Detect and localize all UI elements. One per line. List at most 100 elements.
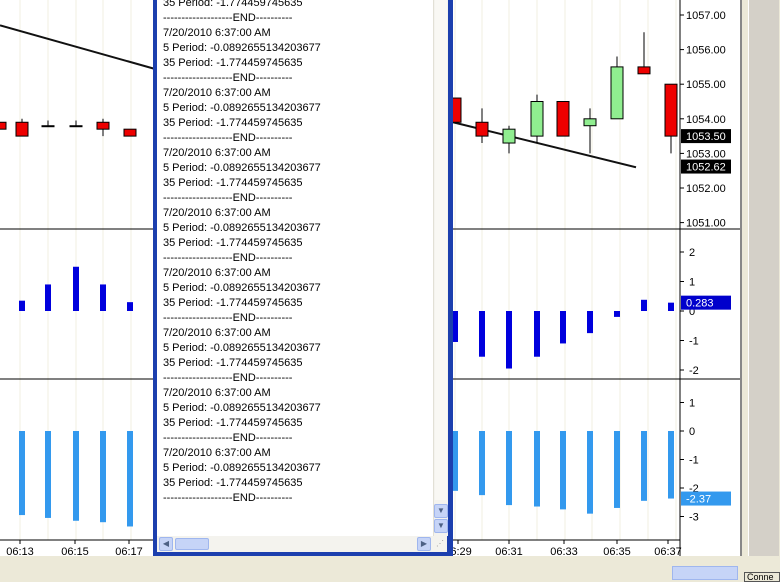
output-log-line: 7/20/2010 6:37:00 AM — [163, 267, 271, 279]
output-log-line: 7/20/2010 6:37:00 AM — [163, 27, 271, 39]
indicator2-bar[interactable] — [641, 431, 647, 501]
vertical-scrollbar[interactable]: ▼ ▼ — [433, 0, 448, 536]
scroll-down-arrow-icon[interactable]: ▼ — [434, 519, 448, 533]
indicator1-bar[interactable] — [668, 302, 674, 311]
scroll-left-arrow-icon[interactable]: ◀ — [159, 537, 173, 551]
output-log-line: 5 Period: -0.0892655134203677 — [163, 162, 321, 174]
connection-status-tab[interactable]: Conne — [744, 572, 780, 582]
output-log-line: 35 Period: -1.774459745635 — [163, 117, 303, 129]
second-price-label: 1052.62 — [686, 162, 726, 174]
output-log-line: 7/20/2010 6:37:00 AM — [163, 207, 271, 219]
time-axis-tick-label: 06:35 — [603, 546, 631, 558]
indicator2-bar[interactable] — [614, 431, 620, 508]
candle-up[interactable] — [41, 125, 55, 128]
price-axis-tick-label: 1052.00 — [686, 183, 726, 195]
indicator1-bar[interactable] — [506, 311, 512, 369]
indicator2-value-label: -2.37 — [686, 494, 711, 506]
indicator1-bar[interactable] — [73, 266, 79, 311]
candle-down[interactable] — [96, 121, 110, 130]
indicator1-bar[interactable] — [614, 311, 620, 317]
output-log-line: 35 Period: -1.774459745635 — [163, 297, 303, 309]
vertical-scroll-thumb[interactable] — [435, 0, 447, 500]
output-log-line: -------------------END---------- — [163, 312, 293, 324]
output-log-line: -------------------END---------- — [163, 132, 293, 144]
scroll-right-arrow-icon[interactable]: ▶ — [417, 537, 431, 551]
candle-down[interactable] — [0, 121, 7, 130]
indicator2-bar[interactable] — [587, 431, 593, 514]
output-log-line: 7/20/2010 6:37:00 AM — [163, 87, 271, 99]
price-axis-tick-label: 1054.00 — [686, 114, 726, 126]
indicator1-bar[interactable] — [127, 302, 133, 311]
horizontal-scroll-thumb[interactable] — [175, 538, 209, 550]
second-price-label-bg — [681, 159, 731, 174]
indicator1-bar[interactable] — [19, 300, 25, 311]
output-log-line: 35 Period: -1.774459745635 — [163, 237, 303, 249]
output-log-line: -------------------END---------- — [163, 492, 293, 504]
indicator2-bar[interactable] — [127, 431, 133, 527]
candle-up[interactable] — [502, 128, 516, 144]
indicator1-bar[interactable] — [587, 311, 593, 334]
indicator2-bar[interactable] — [506, 431, 512, 506]
indicator1-value-label-bg — [681, 295, 731, 310]
trendline[interactable] — [0, 24, 161, 72]
price-axis-tick-label: 1051.00 — [686, 218, 726, 230]
output-log-line: 7/20/2010 6:37:00 AM — [163, 447, 271, 459]
scroll-down-arrow-icon[interactable]: ▼ — [434, 504, 448, 518]
candle-down[interactable] — [637, 66, 651, 75]
output-log-line: 5 Period: -0.0892655134203677 — [163, 102, 321, 114]
indicator1-bar[interactable] — [100, 284, 106, 311]
indicator1-bar[interactable] — [479, 311, 485, 357]
output-text-area[interactable]: 35 Period: -1.774459745635 --------------… — [157, 0, 448, 552]
indicator2-bar[interactable] — [100, 431, 106, 523]
output-log-line: 5 Period: -0.0892655134203677 — [163, 462, 321, 474]
output-log-line: 35 Period: -1.774459745635 — [163, 177, 303, 189]
indicator1-bar[interactable] — [560, 311, 566, 344]
indicator1-bar[interactable] — [452, 311, 458, 342]
bottom-scrollbar[interactable] — [672, 566, 738, 580]
output-log-line: 35 Period: -1.774459745635 — [163, 57, 303, 69]
candle-down[interactable] — [123, 128, 137, 137]
candle-up[interactable] — [610, 66, 624, 120]
price-axis-tick-label: 1055.00 — [686, 79, 726, 91]
indicator2-bar[interactable] — [668, 431, 674, 499]
indicator2-bar[interactable] — [479, 431, 485, 496]
output-log-line: 35 Period: -1.774459745635 — [163, 357, 303, 369]
indicator2-bar[interactable] — [452, 431, 458, 491]
output-log-line: 7/20/2010 6:37:00 AM — [163, 147, 271, 159]
output-log-line: -------------------END---------- — [163, 372, 293, 384]
last-price-label: 1053.50 — [686, 131, 726, 143]
candle-down[interactable] — [15, 121, 29, 137]
candle-up[interactable] — [583, 118, 597, 127]
time-axis-tick-label: 06:17 — [115, 546, 143, 558]
indicator1-bar[interactable] — [641, 299, 647, 311]
time-axis-tick-label: 06:13 — [6, 546, 34, 558]
indicator2-bar[interactable] — [560, 431, 566, 510]
horizontal-scrollbar[interactable]: ◀ ▶ — [157, 536, 433, 552]
indicator2-bar[interactable] — [19, 431, 25, 516]
candle-up[interactable] — [69, 125, 83, 128]
indicator2-axis-tick-label: 1 — [689, 398, 695, 410]
output-log-line: 5 Period: -0.0892655134203677 — [163, 402, 321, 414]
resize-grip-icon[interactable]: ⋰ — [433, 536, 447, 552]
output-window[interactable]: 35 Period: -1.774459745635 --------------… — [153, 0, 453, 556]
indicator2-axis-tick-label: 0 — [689, 426, 695, 438]
candle-down[interactable] — [475, 121, 489, 137]
indicator1-axis-tick-label: 2 — [689, 247, 695, 259]
indicator2-value-label-bg — [681, 491, 731, 506]
indicator2-bar[interactable] — [534, 431, 540, 507]
time-axis-tick-label: 06:37 — [654, 546, 682, 558]
candle-up[interactable] — [530, 101, 544, 137]
indicator1-bar[interactable] — [534, 311, 540, 357]
indicator1-axis-tick-label: -2 — [689, 365, 699, 377]
indicator2-bar[interactable] — [45, 431, 51, 518]
output-log-line: 7/20/2010 6:37:00 AM — [163, 387, 271, 399]
candle-down[interactable] — [556, 101, 570, 137]
indicator1-bar[interactable] — [45, 284, 51, 311]
price-axis-tick-label: 1057.00 — [686, 10, 726, 22]
time-axis-tick-label: 06:15 — [61, 546, 89, 558]
indicator2-bar[interactable] — [73, 431, 79, 521]
indicator2-axis-tick-label: -2 — [689, 483, 699, 495]
candle-down[interactable] — [664, 83, 678, 137]
indicator2-axis-tick-label: -3 — [689, 512, 699, 524]
output-log-line: -------------------END---------- — [163, 252, 293, 264]
